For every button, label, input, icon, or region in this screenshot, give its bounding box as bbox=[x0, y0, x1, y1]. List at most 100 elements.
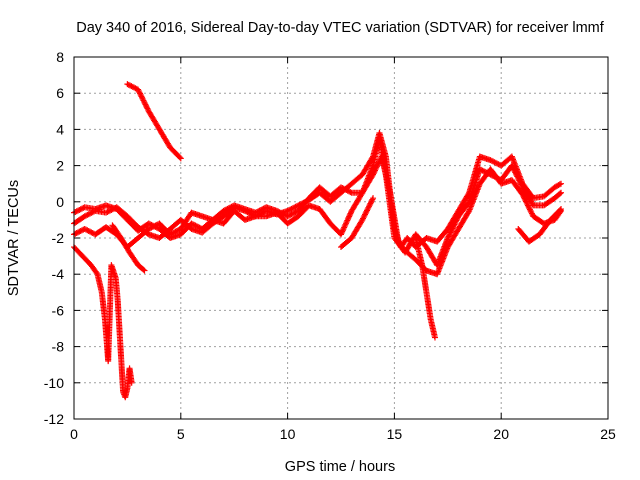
data-point bbox=[362, 210, 369, 217]
data-point bbox=[79, 205, 86, 212]
data-point bbox=[141, 98, 148, 105]
y-tick-label: -8 bbox=[52, 339, 65, 355]
data-point bbox=[79, 227, 86, 234]
data-point bbox=[88, 229, 95, 236]
data-point bbox=[528, 210, 535, 217]
x-tick-label: 5 bbox=[177, 426, 185, 442]
data-point bbox=[137, 92, 144, 99]
x-tick-label: 20 bbox=[493, 426, 509, 442]
data-point bbox=[510, 166, 517, 173]
data-point bbox=[125, 81, 132, 88]
data-point bbox=[138, 93, 145, 100]
data-point bbox=[364, 206, 371, 213]
data-point bbox=[516, 177, 523, 184]
data-point bbox=[340, 225, 347, 232]
data-point bbox=[147, 225, 154, 232]
data-point bbox=[525, 203, 532, 210]
data-point bbox=[519, 191, 526, 198]
data-point bbox=[152, 222, 159, 229]
data-point bbox=[75, 229, 82, 236]
data-point bbox=[135, 87, 142, 94]
data-point bbox=[291, 209, 298, 216]
y-tick-label: -2 bbox=[52, 230, 65, 246]
data-point bbox=[124, 81, 131, 88]
data-point bbox=[188, 220, 195, 227]
data-point bbox=[285, 207, 292, 214]
data-point bbox=[520, 194, 527, 201]
data-point bbox=[367, 200, 374, 207]
series-track-h bbox=[124, 81, 184, 162]
data-point bbox=[172, 228, 179, 235]
data-point bbox=[448, 226, 455, 233]
data-point bbox=[72, 230, 79, 237]
data-point bbox=[85, 227, 92, 234]
data-point bbox=[87, 228, 94, 235]
data-point bbox=[81, 225, 88, 232]
data-point bbox=[556, 181, 563, 188]
data-point bbox=[365, 204, 372, 211]
data-point bbox=[139, 94, 146, 101]
y-tick-label: 6 bbox=[56, 85, 64, 101]
data-point bbox=[84, 211, 91, 218]
data-point bbox=[372, 167, 379, 174]
y-tick-label: 4 bbox=[56, 121, 64, 137]
data-point bbox=[515, 176, 522, 183]
series-track-i bbox=[515, 206, 565, 245]
data-point bbox=[524, 202, 531, 209]
data-point bbox=[287, 206, 294, 213]
data-point bbox=[558, 206, 565, 213]
data-point bbox=[343, 220, 350, 227]
data-point bbox=[83, 226, 90, 233]
data-point bbox=[168, 230, 175, 237]
data-point bbox=[446, 230, 453, 237]
data-point bbox=[344, 217, 351, 224]
data-point bbox=[339, 184, 346, 191]
data-point bbox=[478, 166, 485, 173]
data-point bbox=[341, 223, 348, 230]
data-point bbox=[144, 105, 151, 112]
data-point bbox=[149, 223, 156, 230]
data-point bbox=[339, 228, 346, 235]
data-point bbox=[167, 231, 174, 238]
ticks: 0 5 10 15 20 25 -12 -10 -8 -6 -4 -2 0 2 4 6 8 bbox=[44, 49, 616, 442]
data-point bbox=[128, 379, 135, 386]
data-point bbox=[369, 196, 376, 203]
y-tick-label: -10 bbox=[44, 375, 64, 391]
data-point bbox=[512, 170, 519, 177]
data-point bbox=[527, 207, 534, 214]
data-point bbox=[77, 227, 84, 234]
data-point bbox=[448, 228, 455, 235]
data-point bbox=[340, 185, 347, 192]
data-point bbox=[517, 180, 524, 187]
data-point bbox=[364, 207, 371, 214]
data-point bbox=[520, 192, 527, 199]
data-point bbox=[151, 223, 158, 230]
data-point bbox=[281, 211, 288, 218]
data-point bbox=[516, 178, 523, 185]
data-point bbox=[83, 212, 90, 219]
data-point bbox=[193, 223, 200, 230]
data-point bbox=[347, 189, 354, 196]
data-point bbox=[289, 210, 296, 217]
data-point bbox=[451, 221, 458, 228]
data-point bbox=[139, 96, 146, 103]
data-point bbox=[362, 211, 369, 218]
data-point bbox=[228, 203, 235, 210]
data-point bbox=[135, 86, 142, 93]
data-point bbox=[558, 180, 565, 187]
data-point bbox=[370, 195, 377, 202]
data-point bbox=[344, 187, 351, 194]
data-point bbox=[342, 186, 349, 193]
series-track-c bbox=[71, 153, 565, 278]
x-tick-label: 0 bbox=[70, 426, 78, 442]
data-point bbox=[141, 100, 148, 107]
data-point bbox=[128, 83, 135, 90]
data-point bbox=[292, 209, 299, 216]
data-point bbox=[490, 158, 497, 165]
data-point bbox=[479, 167, 486, 174]
data-point bbox=[77, 206, 84, 213]
data-point bbox=[347, 210, 354, 217]
data-point bbox=[189, 221, 196, 228]
data-point bbox=[492, 159, 499, 166]
